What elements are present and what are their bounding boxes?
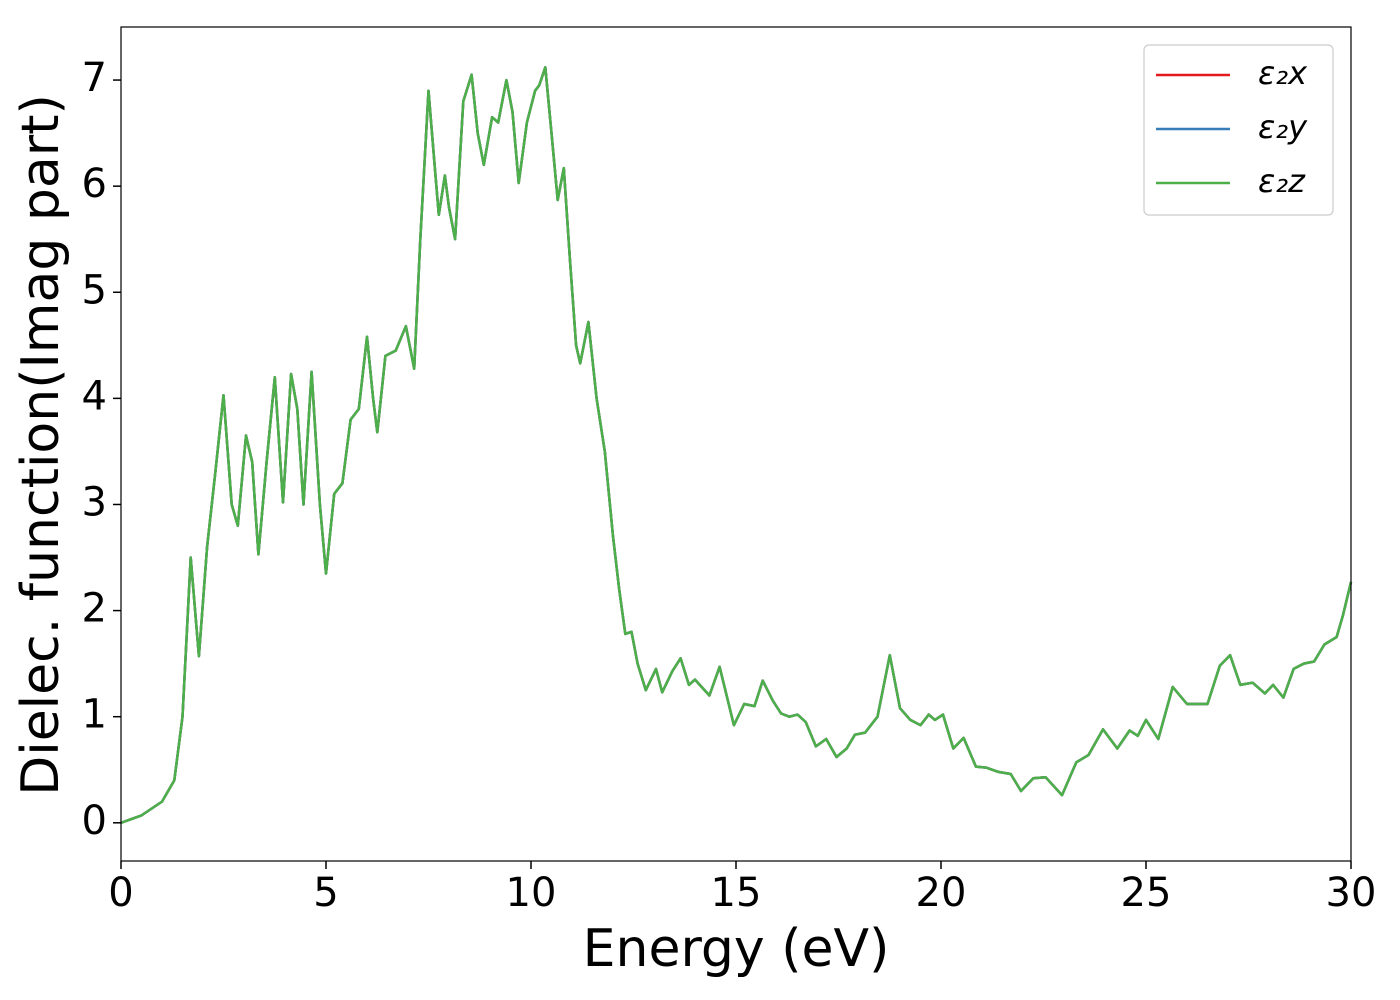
y-tick-label: 0 [82,798,107,844]
x-tick-label: 10 [506,870,557,916]
x-tick-label: 0 [108,870,133,916]
y-tick-label: 7 [82,55,107,101]
y-tick-label: 2 [82,586,107,632]
y-tick-label: 4 [82,373,107,419]
y-tick-label: 6 [82,161,107,207]
legend-label: ε₂y [1258,108,1308,146]
x-tick-label: 5 [313,870,338,916]
line-series [120,66,1353,824]
legend-label: ε₂z [1258,162,1306,200]
x-tick-label: 25 [1121,870,1172,916]
legend-label: ε₂x [1258,54,1308,92]
plot-frame [120,26,1352,862]
x-tick-label: 15 [711,870,762,916]
y-axis-label: Dielec. function(Imag part) [11,94,71,796]
y-tick-label: 5 [82,267,107,313]
x-tick-label: 20 [916,870,967,916]
y-tick-label: 3 [82,479,107,525]
y-tick-label: 1 [82,692,107,738]
x-tick-label: 30 [1326,870,1377,916]
x-axis-label: Energy (eV) [583,919,890,979]
legend-box [1143,44,1334,216]
